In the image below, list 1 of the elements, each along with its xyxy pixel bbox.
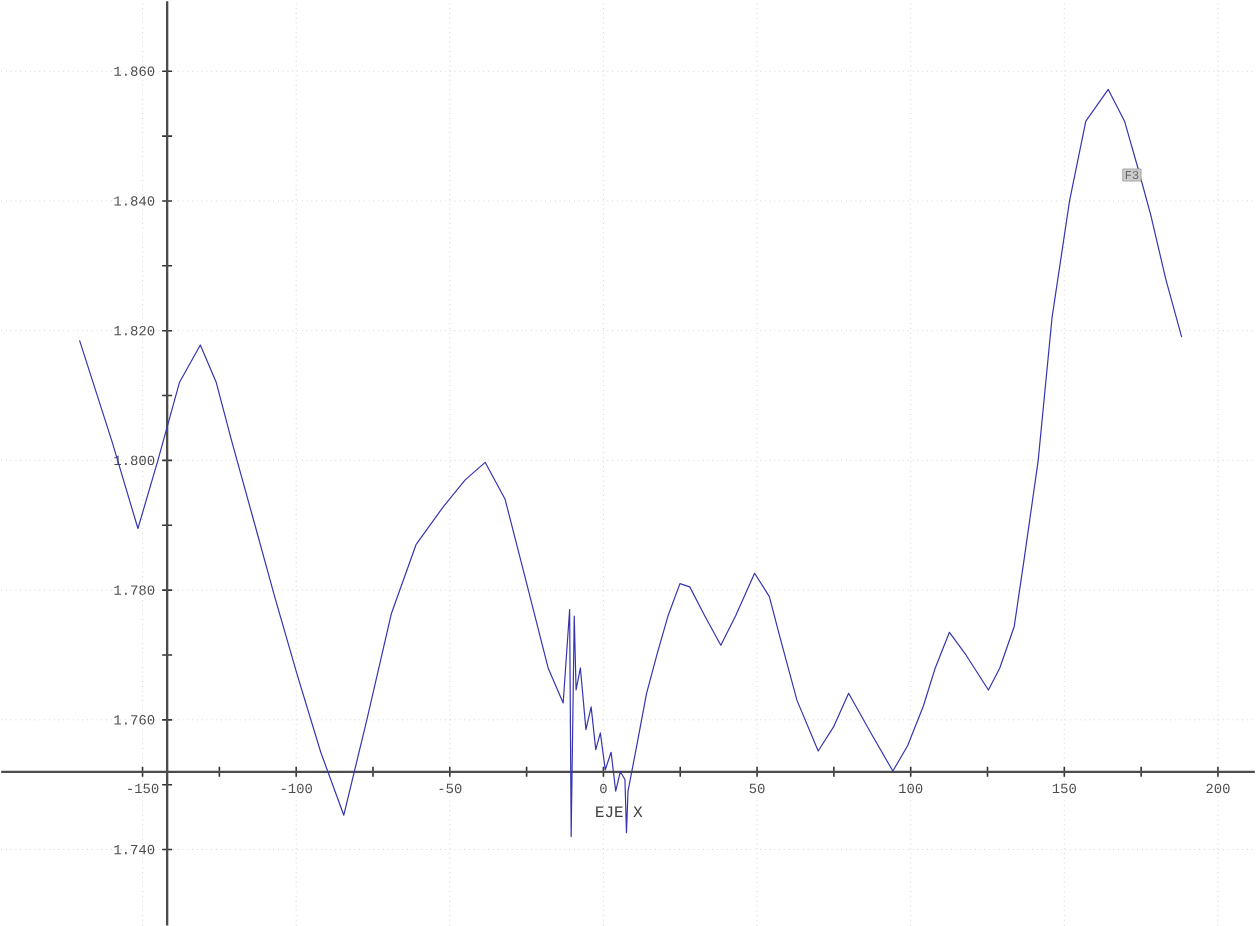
line-series (78, 88, 1183, 837)
